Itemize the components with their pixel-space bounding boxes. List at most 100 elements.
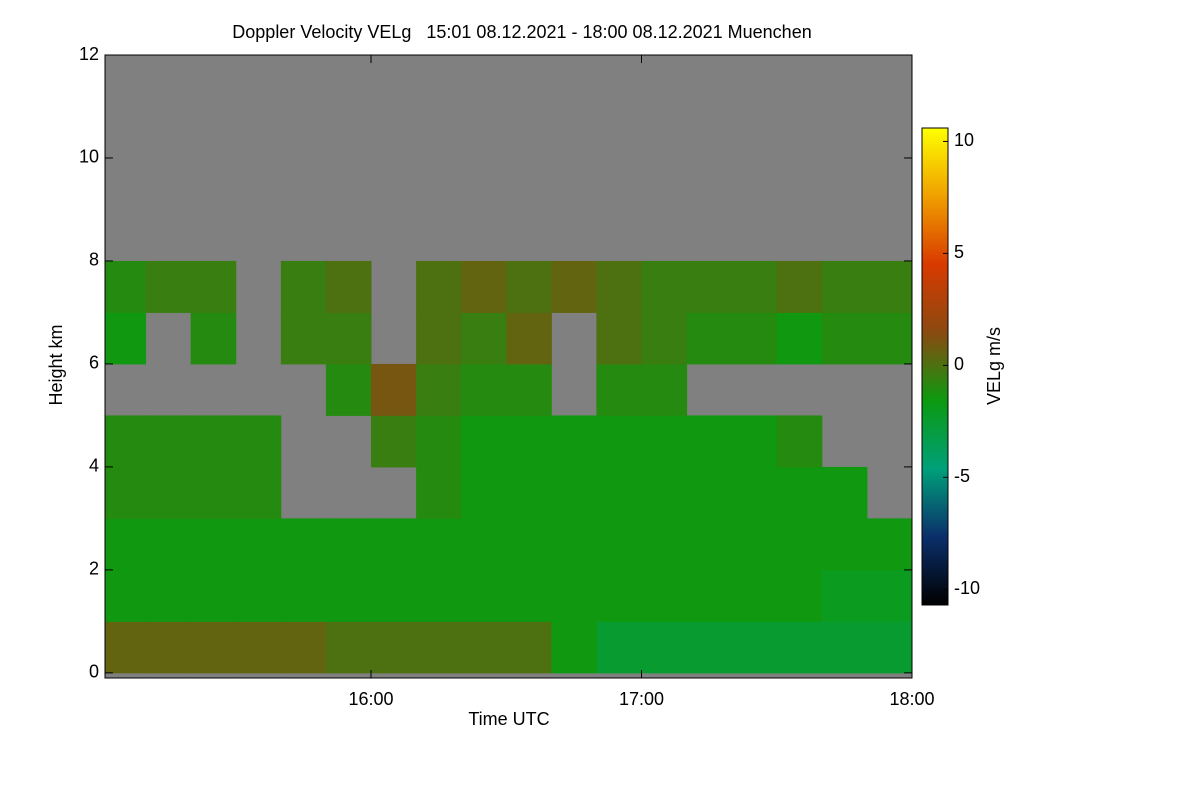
heatmap-cell — [551, 621, 597, 674]
heatmap-cell — [596, 312, 642, 365]
heatmap-cell — [506, 518, 552, 571]
heatmap-cell — [235, 569, 282, 622]
heatmap-cell — [506, 621, 552, 674]
heatmap-cell — [461, 415, 507, 468]
heatmap-cell — [145, 518, 192, 571]
heatmap-cell — [686, 260, 733, 313]
heatmap-cell — [641, 621, 688, 674]
colorbar-tick-label: 10 — [954, 130, 974, 150]
heatmap-cell — [866, 518, 913, 571]
heatmap-cell — [866, 312, 913, 365]
heatmap-cell — [416, 466, 462, 519]
heatmap-cell — [145, 466, 192, 519]
colorbar — [921, 127, 949, 606]
heatmap-cell — [686, 569, 733, 622]
y-tick-label: 8 — [89, 250, 99, 270]
heatmap-cell — [145, 569, 192, 622]
heatmap-cell — [461, 312, 507, 365]
y-axis-label: Height km — [46, 324, 66, 405]
heatmap-cell — [551, 569, 597, 622]
heatmap-cell — [105, 415, 147, 468]
colorbar-tick-label: 0 — [954, 354, 964, 374]
heatmap-cell — [461, 363, 507, 416]
heatmap-cell — [235, 415, 282, 468]
heatmap-cell — [190, 466, 237, 519]
heatmap-cell — [731, 312, 778, 365]
y-tick-label: 10 — [79, 147, 99, 167]
heatmap-cell — [370, 363, 417, 416]
heatmap-cell — [731, 260, 778, 313]
heatmap-cell — [776, 260, 823, 313]
heatmap-cell — [461, 518, 507, 571]
heatmap-cell — [416, 569, 462, 622]
heatmap-cell — [105, 312, 147, 365]
heatmap-cell — [551, 466, 597, 519]
heatmap-cell — [325, 518, 372, 571]
heatmap-cell — [821, 621, 868, 674]
heatmap-cell — [641, 415, 688, 468]
heatmap-cell — [105, 518, 147, 571]
heatmap-cell — [280, 621, 327, 674]
heatmap-cell — [235, 466, 282, 519]
heatmap-cell — [416, 312, 462, 365]
heatmap-cell — [280, 260, 327, 313]
y-tick-label: 2 — [89, 559, 99, 579]
colorbar-tick-label: -10 — [954, 578, 980, 598]
y-tick-label: 0 — [89, 662, 99, 682]
heatmap-cell — [325, 260, 372, 313]
heatmap-cell — [416, 363, 462, 416]
x-tick-label: 17:00 — [619, 689, 664, 709]
heatmap-cell — [506, 312, 552, 365]
heatmap-cell — [686, 621, 733, 674]
heatmap-cell — [105, 569, 147, 622]
heatmap-cell — [190, 569, 237, 622]
heatmap-cell — [145, 260, 192, 313]
heatmap-cell — [596, 518, 642, 571]
heatmap-cell — [551, 260, 597, 313]
heatmap-cell — [506, 363, 552, 416]
heatmap-cell — [506, 260, 552, 313]
heatmap-cell — [461, 466, 507, 519]
heatmap-cell — [105, 260, 147, 313]
x-tick-label: 18:00 — [889, 689, 934, 709]
heatmap-cell — [370, 569, 417, 622]
heatmap-cell — [596, 415, 642, 468]
heatmap-cell — [145, 621, 192, 674]
heatmap-cell — [641, 466, 688, 519]
heatmap-cell — [280, 312, 327, 365]
y-tick-label: 4 — [89, 456, 99, 476]
heatmap-cell — [641, 569, 688, 622]
heatmap-cell — [596, 569, 642, 622]
heatmap-cell — [370, 621, 417, 674]
heatmap-cell — [641, 518, 688, 571]
heatmap-cell — [731, 415, 778, 468]
heatmap-cell — [776, 569, 823, 622]
heatmap-cell — [235, 621, 282, 674]
heatmap-cell — [641, 363, 688, 416]
y-tick-label: 12 — [79, 44, 99, 64]
heatmap-cell — [776, 518, 823, 571]
heatmap-cell — [596, 260, 642, 313]
heatmap-cell — [596, 621, 642, 674]
heatmap-cell — [821, 518, 868, 571]
heatmap-cell — [596, 466, 642, 519]
heatmap-cell — [416, 621, 462, 674]
heatmap-cell — [105, 621, 147, 674]
x-tick-label: 16:00 — [348, 689, 393, 709]
heatmap-cell — [731, 621, 778, 674]
heatmap-cell — [235, 518, 282, 571]
heatmap-cell — [776, 621, 823, 674]
heatmap-cell — [325, 363, 372, 416]
x-axis-label: Time UTC — [468, 709, 549, 729]
colorbar-tick-label: 5 — [954, 242, 964, 262]
heatmap-cell — [686, 518, 733, 571]
heatmap-cell — [821, 466, 868, 519]
heatmap-cell — [776, 312, 823, 365]
heatmap-cell — [325, 569, 372, 622]
heatmap-cell — [821, 260, 868, 313]
heatmap-cell — [190, 621, 237, 674]
colorbar-label: VELg m/s — [984, 327, 1004, 405]
heatmap-cell — [416, 518, 462, 571]
heatmap-cell — [280, 518, 327, 571]
